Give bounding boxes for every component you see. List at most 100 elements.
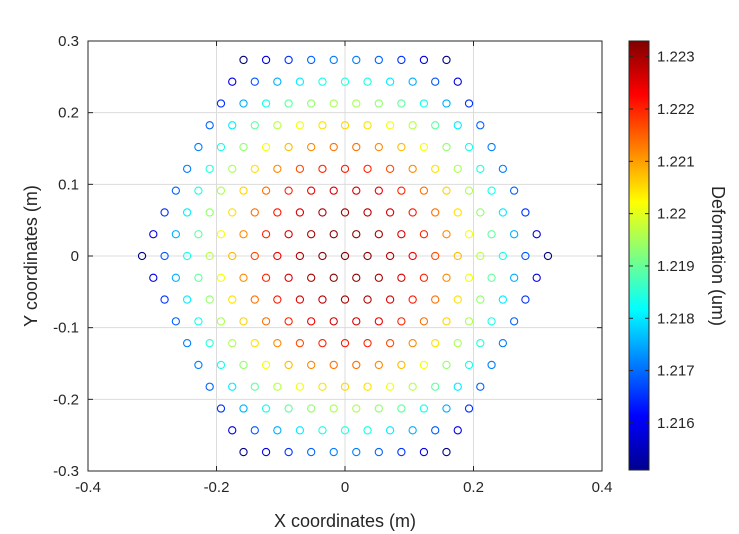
data-point — [318, 382, 327, 391]
grid-lines — [87, 40, 603, 472]
data-point — [273, 208, 282, 217]
data-point — [329, 142, 338, 152]
data-point — [273, 251, 282, 261]
data-point — [250, 251, 259, 261]
data-point — [453, 295, 462, 304]
data-point — [498, 164, 508, 174]
data-point — [464, 317, 474, 326]
data-point — [295, 121, 305, 130]
data-point — [194, 186, 203, 195]
data-point — [239, 447, 248, 457]
data-point — [363, 251, 372, 261]
data-point — [431, 121, 440, 130]
data-point — [419, 55, 429, 65]
data-point — [239, 273, 248, 282]
data-point — [385, 208, 395, 217]
data-point — [329, 99, 338, 108]
data-point — [228, 338, 237, 348]
data-point — [250, 426, 259, 435]
data-point — [228, 208, 237, 217]
data-point — [250, 295, 259, 304]
data-point — [284, 230, 293, 239]
data-point — [476, 295, 485, 304]
data-point — [509, 186, 519, 195]
data-point — [374, 99, 383, 108]
data-point — [385, 164, 395, 174]
data-point — [250, 338, 259, 348]
data-point — [453, 208, 462, 217]
data-point — [352, 142, 361, 152]
data-point — [295, 338, 305, 348]
data-point — [182, 338, 192, 348]
data-point — [374, 186, 383, 195]
data-point — [295, 295, 305, 304]
data-point — [374, 317, 383, 326]
data-point — [307, 99, 316, 108]
data-point — [340, 338, 350, 348]
data-point — [385, 121, 395, 130]
y-tick-label: 0.1 — [58, 176, 79, 193]
data-point — [476, 164, 485, 174]
data-point — [464, 99, 474, 108]
data-point — [340, 382, 350, 391]
data-point — [521, 251, 530, 261]
data-point — [239, 55, 248, 65]
data-point — [363, 164, 372, 174]
data-point — [408, 77, 417, 86]
data-point — [273, 338, 282, 348]
data-point — [329, 360, 338, 370]
data-point — [509, 273, 519, 282]
data-point — [250, 382, 259, 391]
colorbar-tick-label: 1.219 — [657, 258, 695, 275]
data-point — [487, 360, 496, 370]
data-point — [216, 142, 226, 152]
data-point — [273, 121, 282, 130]
data-point — [431, 77, 440, 86]
x-tick-label: -0.4 — [75, 479, 101, 496]
data-point — [228, 295, 237, 304]
data-point — [419, 360, 429, 370]
data-point — [352, 273, 361, 282]
data-point — [408, 121, 417, 130]
data-point — [261, 186, 271, 195]
data-point — [385, 295, 395, 304]
data-point — [419, 142, 429, 152]
data-point — [397, 55, 406, 65]
data-point — [543, 251, 553, 261]
data-point — [431, 382, 440, 391]
data-point — [216, 317, 226, 326]
data-point — [352, 99, 361, 108]
data-point — [419, 99, 429, 108]
data-point — [261, 360, 271, 370]
data-point — [385, 382, 395, 391]
colorbar — [628, 40, 650, 471]
data-point — [408, 295, 417, 304]
data-point — [431, 208, 440, 217]
data-point — [521, 208, 530, 217]
data-point — [149, 273, 158, 282]
data-point — [419, 186, 429, 195]
data-point — [453, 338, 462, 348]
y-tick-label: 0.2 — [58, 105, 79, 122]
data-point — [487, 186, 496, 195]
data-point — [374, 404, 383, 413]
data-point — [295, 382, 305, 391]
x-tick-label: 0.2 — [463, 479, 484, 496]
data-point — [498, 251, 508, 261]
data-point — [464, 273, 474, 282]
data-point — [340, 77, 350, 86]
data-point — [453, 77, 462, 86]
data-point — [476, 338, 485, 348]
data-point — [340, 426, 350, 435]
data-point — [442, 230, 451, 239]
data-point — [374, 55, 383, 65]
x-tick-label: 0.4 — [592, 479, 613, 496]
data-point — [205, 338, 214, 348]
data-point — [295, 208, 305, 217]
data-point — [216, 360, 226, 370]
data-point — [284, 99, 293, 108]
data-point — [453, 121, 462, 130]
colorbar-tick-label: 1.221 — [657, 153, 695, 170]
data-point — [340, 251, 350, 261]
data-point — [498, 338, 508, 348]
